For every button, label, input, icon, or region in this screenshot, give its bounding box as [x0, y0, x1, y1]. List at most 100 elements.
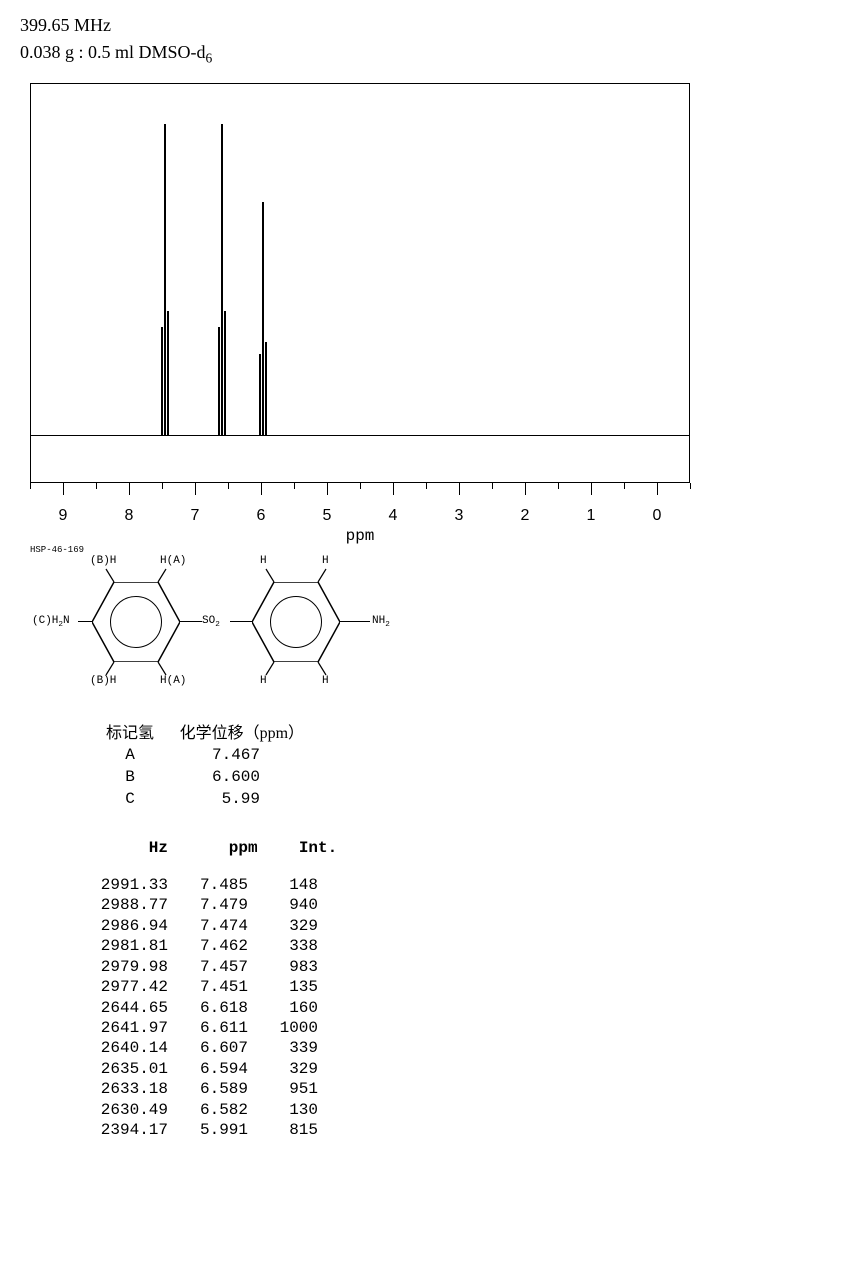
spectrum-baseline: [31, 435, 689, 436]
axis-tick: [96, 483, 97, 489]
axis-tick: [426, 483, 427, 489]
label-h-top2: H: [322, 555, 329, 567]
spectrum-plot-area: [30, 83, 690, 483]
spectrum-peak: [221, 124, 223, 436]
peak-hz: 2630.49: [68, 1100, 168, 1120]
sample-line: 0.038 g : 0.5 ml DMSO-d6: [20, 39, 830, 69]
peak-hz: 2988.77: [68, 895, 168, 915]
axis-tick: [162, 483, 163, 489]
shift-header-right: 化学位移（ppm）: [180, 725, 304, 742]
spectrum-peak: [262, 202, 264, 436]
axis-tick-label: 3: [455, 507, 464, 525]
axis-tick: [195, 483, 196, 495]
axis-tick: [591, 483, 592, 495]
shift-row: C5.99: [90, 789, 830, 811]
peak-int: 130: [248, 1100, 318, 1120]
peak-ppm: 6.611: [168, 1018, 248, 1038]
axis-tick: [459, 483, 460, 495]
peak-ppm: 5.991: [168, 1120, 248, 1140]
axis-tick: [327, 483, 328, 495]
shift-header-left: 标记氢: [90, 723, 170, 745]
spectrum-peak: [259, 354, 261, 436]
spectrum-peak: [164, 124, 166, 436]
peak-hz: 2979.98: [68, 957, 168, 977]
peak-int: 329: [248, 1059, 318, 1079]
axis-tick-label: 9: [59, 507, 68, 525]
peak-int: 1000: [248, 1018, 318, 1038]
spectrum-peak: [265, 342, 267, 435]
peak-row: 2644.656.618160: [68, 998, 830, 1018]
frequency-line: 399.65 MHz: [20, 12, 830, 39]
peak-ppm: 7.474: [168, 916, 248, 936]
axis-tick-label: 1: [587, 507, 596, 525]
axis-tick: [63, 483, 64, 495]
shift-row-label: B: [90, 767, 170, 789]
peak-int: 338: [248, 936, 318, 956]
axis-tick-label: 6: [257, 507, 266, 525]
axis-tick-label: 5: [323, 507, 332, 525]
axis-tick: [525, 483, 526, 495]
peak-int: 339: [248, 1038, 318, 1058]
label-ha-bot: H(A): [160, 675, 186, 687]
peak-hz: 2394.17: [68, 1120, 168, 1140]
peak-row: 2640.146.607339: [68, 1038, 830, 1058]
peak-row: 2394.175.991815: [68, 1120, 830, 1140]
label-h-bot2: H: [322, 675, 329, 687]
spectrum-peak: [167, 311, 169, 436]
axis-tick-label: 2: [521, 507, 530, 525]
shift-row-value: 6.600: [170, 767, 260, 789]
shift-row: A7.467: [90, 745, 830, 767]
peak-hz: 2981.81: [68, 936, 168, 956]
shift-row-label: C: [90, 789, 170, 811]
axis-tick-label: 8: [125, 507, 134, 525]
label-bh-bot: (B)H: [90, 675, 116, 687]
peak-int: 148: [248, 875, 318, 895]
sample-subscript: 6: [206, 51, 213, 66]
label-c-left: (C)H2N: [32, 615, 70, 629]
peak-int: 815: [248, 1120, 318, 1140]
shift-summary-table: 标记氢 化学位移（ppm） A7.467B6.600C5.99: [90, 723, 830, 810]
peak-ppm: 6.589: [168, 1079, 248, 1099]
peak-ppm: 7.479: [168, 895, 248, 915]
peak-hz: 2635.01: [68, 1059, 168, 1079]
axis-tick: [624, 483, 625, 489]
peak-hz: 2633.18: [68, 1079, 168, 1099]
label-h-bot1: H: [260, 675, 267, 687]
peak-row: 2633.186.589951: [68, 1079, 830, 1099]
peak-row: 2635.016.594329: [68, 1059, 830, 1079]
axis-tick: [30, 483, 31, 489]
peak-header-hz: Hz: [68, 838, 168, 858]
spectrum-ticks: [30, 483, 690, 507]
spectrum-peak: [161, 327, 163, 436]
peak-hz: 2640.14: [68, 1038, 168, 1058]
spectrum-peak: [218, 327, 220, 436]
peak-ppm: 6.582: [168, 1100, 248, 1120]
peak-row: 2986.947.474329: [68, 916, 830, 936]
axis-tick-label: 4: [389, 507, 398, 525]
shift-row-value: 5.99: [170, 789, 260, 811]
peak-int: 160: [248, 998, 318, 1018]
peak-int: 940: [248, 895, 318, 915]
shift-row-value: 7.467: [170, 745, 260, 767]
axis-tick: [492, 483, 493, 489]
peak-ppm: 7.485: [168, 875, 248, 895]
peak-row: 2991.337.485148: [68, 875, 830, 895]
peak-int: 983: [248, 957, 318, 977]
peak-int: 135: [248, 977, 318, 997]
spectrum-peak: [224, 311, 226, 436]
axis-tick: [393, 483, 394, 495]
peak-header-ppm: ppm: [178, 838, 258, 858]
nmr-spectrum: 9876543210 ppm: [30, 83, 690, 545]
peak-row: 2988.777.479940: [68, 895, 830, 915]
peak-row: 2981.817.462338: [68, 936, 830, 956]
axis-tick: [558, 483, 559, 489]
axis-tick: [690, 483, 691, 489]
axis-tick: [129, 483, 130, 495]
label-nh2: NH2: [372, 615, 390, 629]
spectrum-tick-labels: 9876543210: [30, 507, 690, 529]
peak-int: 329: [248, 916, 318, 936]
axis-tick: [360, 483, 361, 489]
axis-tick-label: 0: [653, 507, 662, 525]
label-so2: SO2: [202, 615, 220, 629]
shift-row-label: A: [90, 745, 170, 767]
